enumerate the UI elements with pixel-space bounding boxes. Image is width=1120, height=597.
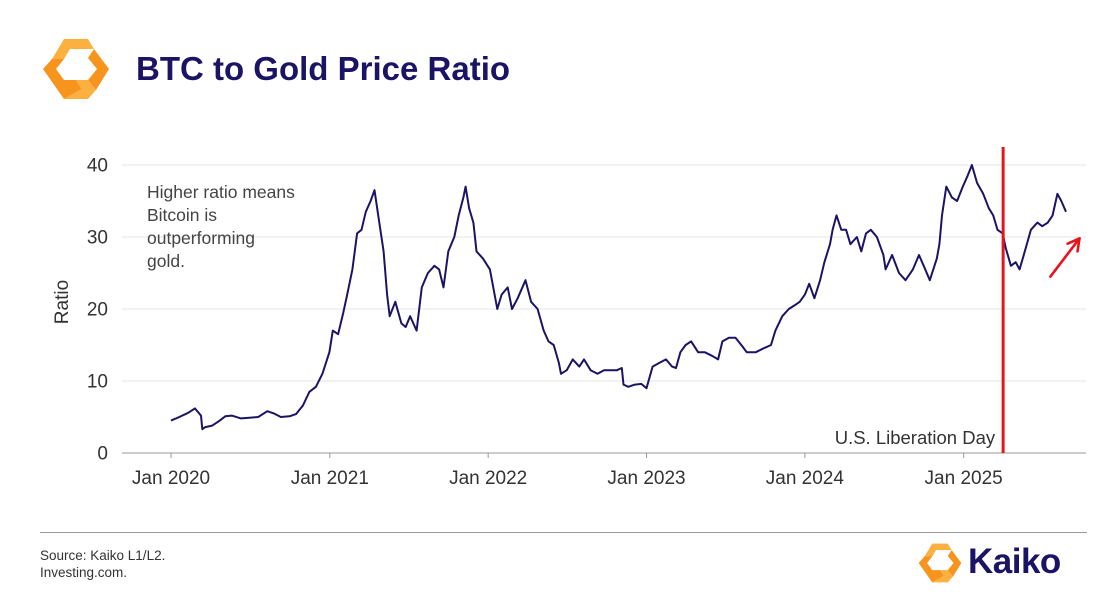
x-tick-label: Jan 2024 (766, 468, 845, 489)
x-tick-label: Jan 2022 (449, 468, 527, 489)
annotation-line: outperforming (147, 228, 255, 248)
trend-arrow-head (1066, 237, 1081, 253)
source-line: Investing.com. (40, 565, 128, 580)
chart-annotation: Higher ratio means Bitcoin is outperformin… (147, 182, 295, 271)
annotation-line: Higher ratio means (147, 182, 295, 202)
series-line-btc-gold-ratio (170, 164, 1067, 431)
x-axis: Jan 2020 Jan 2021 Jan 2022 Jan 2023 Jan 2024… (122, 452, 1086, 489)
brand-logo: Kaiko (918, 538, 1078, 588)
btc-gold-ratio-chart: Jan 2020 Jan 2021 Jan 2022 Jan 2023 Jan 2024… (52, 147, 1086, 489)
y-tick-label: 30 (87, 228, 108, 249)
x-tick-label: Jan 2025 (925, 468, 1003, 489)
y-tick-label: 20 (87, 300, 108, 321)
trend-arrow-icon (1049, 237, 1081, 278)
kaiko-hexagon-logo-icon (43, 39, 109, 99)
kaiko-hexagon-logo-icon (918, 543, 962, 583)
gridlines (122, 164, 1086, 382)
footer-divider (40, 532, 1087, 533)
chart-title: BTC to Gold Price Ratio (136, 50, 511, 87)
y-tick-label: 10 (87, 372, 108, 393)
y-axis: 0 10 20 30 40 (87, 156, 108, 465)
y-tick-label: 40 (87, 156, 108, 177)
annotation-line: gold. (147, 251, 185, 271)
source-line: Source: Kaiko L1/L2. (40, 548, 166, 563)
y-tick-label: 0 (97, 444, 108, 465)
event-label: U.S. Liberation Day (835, 427, 996, 448)
trend-arrow-shaft (1049, 237, 1081, 278)
x-tick-label: Jan 2020 (132, 468, 210, 489)
brand-name: Kaiko (968, 542, 1061, 581)
annotation-line: Bitcoin is (147, 205, 217, 225)
x-tick-label: Jan 2023 (607, 468, 685, 489)
y-axis-label: Ratio (52, 280, 73, 324)
x-tick-label: Jan 2021 (291, 468, 369, 489)
source-note: Source: Kaiko L1/L2. Investing.com. (40, 547, 165, 581)
